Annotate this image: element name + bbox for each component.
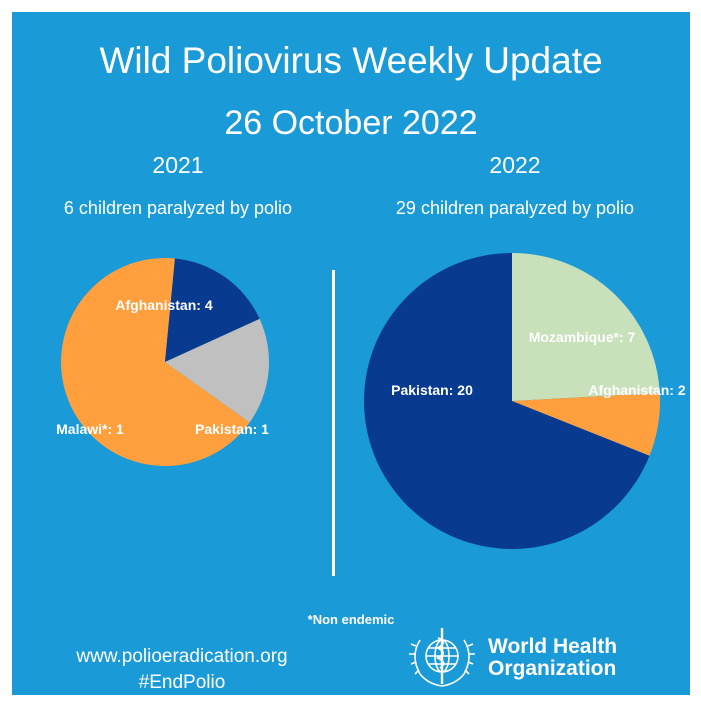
chart-2022-slice-pakistan — [363, 253, 650, 549]
chart-2022-label-pakistan: Pakistan: 20 — [391, 382, 473, 398]
chart-2022-slice-afghanistan — [512, 392, 660, 456]
chart-2021-label-afghanistan: Afghanistan: 4 — [115, 297, 212, 313]
website-link[interactable]: www.polioeradication.org — [76, 646, 288, 667]
org-name-line1: World Health — [488, 635, 618, 658]
footnote: *Non endemic — [307, 612, 395, 627]
chart-2021-title: 2021 — [152, 152, 204, 178]
who-emblem-icon — [409, 628, 475, 687]
chart-2022-title: 2022 — [489, 152, 541, 178]
chart-2022-label-afghanistan: Afghanistan: 2 — [588, 382, 685, 398]
divider — [332, 270, 335, 576]
infographic: Wild Poliovirus Weekly Update 26 October… — [12, 12, 690, 695]
hashtag: #EndPolio — [138, 672, 226, 693]
chart-2021-label-malawi: Malawi*: 1 — [56, 421, 124, 437]
chart-2021-subtitle: 6 children paralyzed by polio — [63, 198, 293, 218]
pie-charts: Afghanistan: 4 Pakistan: 1 Malawi*: 1 Mozam… — [56, 253, 686, 549]
page-title: Wild Poliovirus Weekly Update — [99, 40, 603, 81]
update-date: 26 October 2022 — [224, 104, 478, 142]
chart-2021-slice-pakistan — [165, 258, 260, 362]
chart-2021-slice-afghanistan — [61, 258, 250, 466]
chart-2022-label-mozambique: Mozambique*: 7 — [529, 329, 636, 345]
chart-2021-label-pakistan: Pakistan: 1 — [195, 421, 269, 437]
chart-2022-slice-mozambique — [512, 253, 660, 401]
org-name-line2: Organization — [488, 657, 617, 680]
chart-2022-subtitle: 29 children paralyzed by polio — [395, 198, 635, 218]
chart-2021-slice-malawi — [165, 318, 269, 423]
